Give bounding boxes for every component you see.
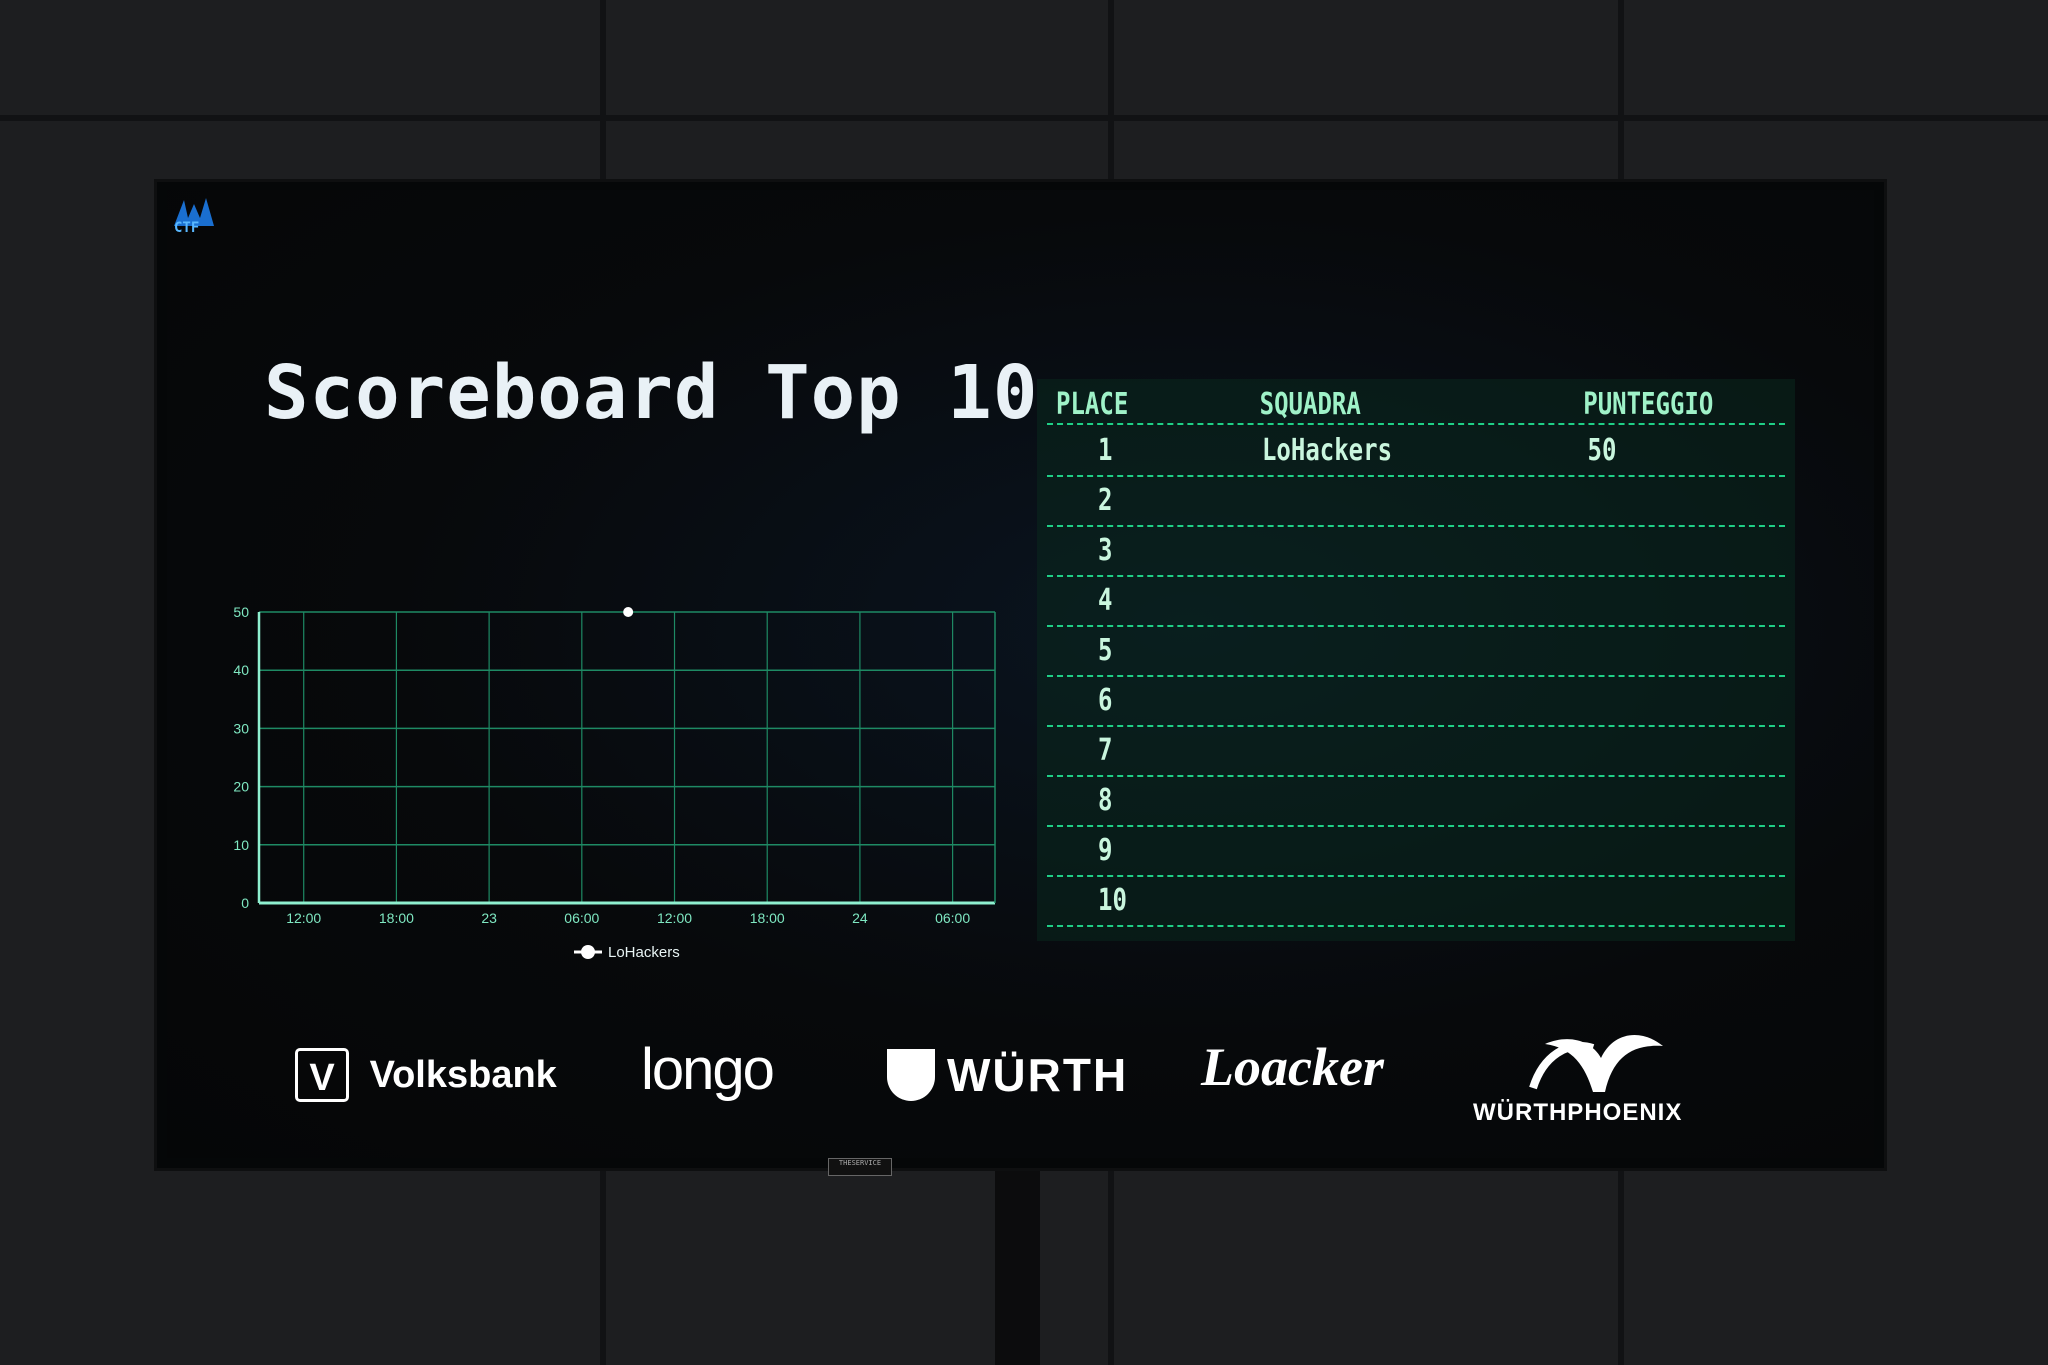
score-cell: 50: [1587, 433, 1617, 468]
x-tick-label: 24: [852, 910, 868, 926]
monitor-stand: [995, 1171, 1040, 1365]
ctf-logo: CTF: [174, 198, 214, 236]
svg-text:CTF: CTF: [174, 220, 199, 236]
table-row: 6: [1047, 675, 1785, 727]
table-row: 1 LoHackers 50: [1047, 425, 1785, 477]
chart-legend[interactable]: LoHackers: [574, 944, 680, 961]
volksbank-v-mark: V: [295, 1048, 349, 1102]
scoreboard-table: PLACE SQUADRA PUNTEGGIO 1 LoHackers 50 2 3 4 5…: [1037, 379, 1795, 941]
palm-tree-icon: [1529, 1034, 1663, 1092]
place-cell: 9: [1098, 833, 1113, 868]
stand-label: THESERVICE: [828, 1158, 892, 1176]
table-row: 4: [1047, 575, 1785, 627]
place-cell: 7: [1098, 733, 1113, 768]
y-tick-label: 50: [233, 604, 249, 620]
sponsor-loacker: Loacker: [1201, 1037, 1384, 1097]
table-row: 7: [1047, 725, 1785, 777]
wall-seam: [1618, 0, 1624, 179]
y-tick-label: 10: [233, 837, 249, 853]
x-tick-label: 23: [481, 910, 497, 926]
x-tick-label: 12:00: [657, 910, 692, 926]
y-tick-label: 40: [233, 662, 249, 678]
header-team: SQUADRA: [1259, 387, 1361, 422]
wall-seam: [1108, 0, 1114, 179]
scoreboard-screen: CTF Scoreboard Top 10 0 10 20 30 40 50 12:00 18…: [167, 190, 1874, 1158]
y-tick-label: 20: [233, 779, 249, 795]
wurthphoenix-text: WÜRTHPHOENIX: [1473, 1099, 1683, 1126]
x-tick-label: 12:00: [286, 910, 321, 926]
page-title: Scoreboard Top 10: [264, 350, 1039, 436]
sponsor-wurth: WÜRTH: [887, 1044, 1128, 1102]
table-row: 2: [1047, 475, 1785, 527]
legend-label: LoHackers: [608, 944, 680, 961]
score-chart: 0 10 20 30 40 50 12:00 18:00 23 06:00 12:00 18:00 24…: [233, 604, 996, 961]
wall-seam: [1618, 1171, 1624, 1365]
place-cell: 6: [1098, 683, 1113, 718]
place-cell: 8: [1098, 783, 1113, 818]
wall-seam: [1108, 1171, 1114, 1365]
place-cell: 10: [1098, 883, 1127, 918]
x-tick-label: 18:00: [379, 910, 414, 926]
place-cell: 2: [1098, 483, 1113, 518]
place-cell: 4: [1098, 583, 1113, 618]
x-tick-label: 18:00: [750, 910, 785, 926]
wall-seam: [600, 1171, 606, 1365]
place-cell: 1: [1098, 433, 1113, 468]
y-tick-label: 0: [241, 895, 249, 911]
wurth-mark-icon: [887, 1048, 935, 1101]
table-header: PLACE SQUADRA PUNTEGGIO: [1047, 379, 1785, 425]
y-tick-label: 30: [233, 720, 249, 736]
place-cell: 5: [1098, 633, 1113, 668]
table-row: 8: [1047, 775, 1785, 827]
header-score: PUNTEGGIO: [1583, 387, 1714, 422]
header-place: PLACE: [1056, 387, 1129, 422]
data-point[interactable]: [623, 607, 634, 617]
place-cell: 3: [1098, 533, 1113, 568]
sponsor-longo: longo: [641, 1037, 775, 1102]
legend-marker: [581, 945, 595, 959]
x-tick-label: 06:00: [935, 910, 970, 926]
volksbank-text: Volksbank: [369, 1053, 557, 1096]
table-row: 10: [1047, 875, 1785, 927]
wall-seam: [600, 0, 606, 179]
table-row: 9: [1047, 825, 1785, 877]
table-row: 3: [1047, 525, 1785, 577]
team-cell: LoHackers: [1261, 433, 1393, 468]
x-tick-label: 06:00: [564, 910, 599, 926]
wall-seam: [0, 115, 2048, 121]
table-row: 5: [1047, 625, 1785, 677]
monitor: CTF Scoreboard Top 10 0 10 20 30 40 50 12:00 18…: [154, 179, 1887, 1171]
sponsor-volksbank: V Volksbank: [295, 1048, 557, 1102]
sponsor-wurthphoenix: WÜRTHPHOENIX: [1473, 1026, 1723, 1126]
